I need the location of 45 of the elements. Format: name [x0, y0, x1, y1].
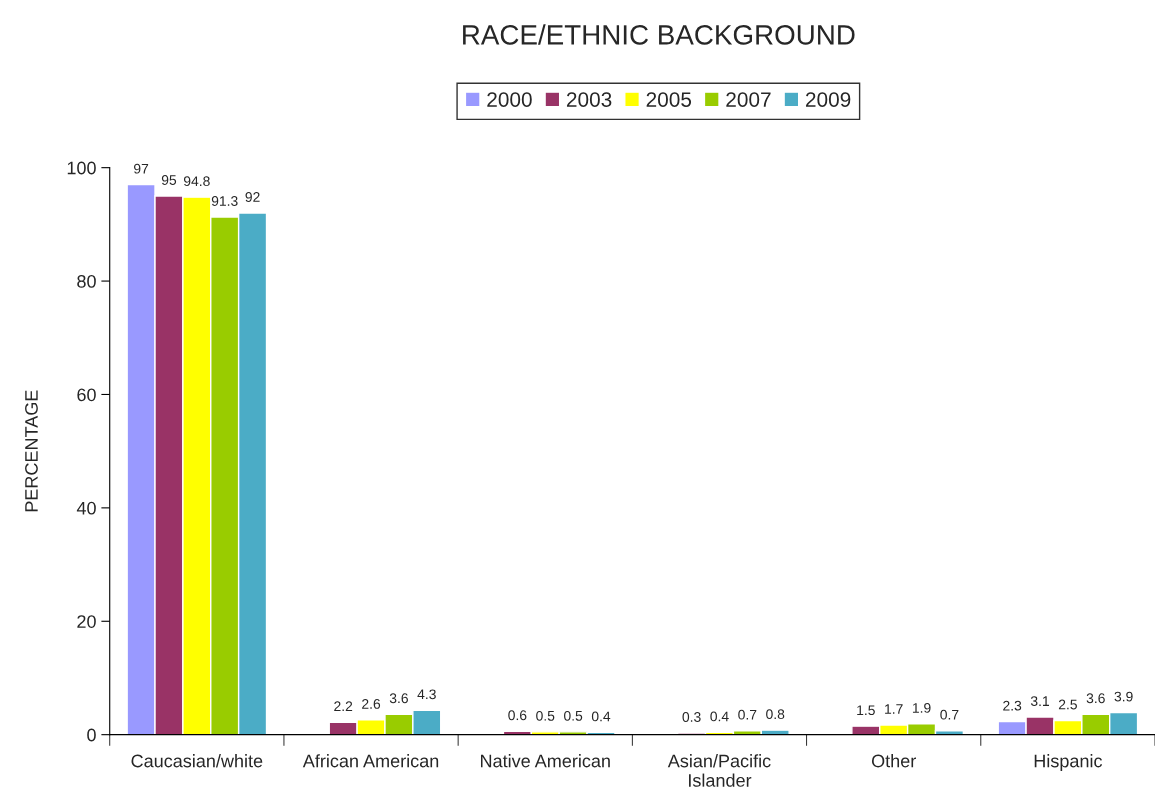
- x-tick-label: Native American: [481, 754, 610, 768]
- legend-label: 2003: [566, 92, 612, 107]
- data-label: 3.6: [389, 693, 408, 704]
- data-label: 0.5: [536, 710, 555, 721]
- legend-label: 2009: [805, 92, 851, 107]
- legend-label: 2005: [646, 92, 692, 107]
- data-label: 94.8: [183, 176, 210, 187]
- y-tick-label: 60: [77, 388, 96, 402]
- x-tick-label: Asian/Pacific Islander: [667, 754, 771, 787]
- data-label: 3.1: [1030, 696, 1049, 707]
- legend-label: 2000: [487, 92, 532, 107]
- data-label: 0.8: [766, 709, 785, 720]
- data-label: 4.3: [417, 689, 436, 700]
- data-label: 97: [134, 163, 149, 174]
- y-axis-title: PERCENTAGE: [25, 390, 38, 512]
- data-label: 3.9: [1114, 691, 1133, 702]
- data-label: 2.6: [362, 699, 381, 709]
- data-label: 0.4: [710, 711, 729, 722]
- data-label: 0.7: [940, 709, 959, 720]
- data-label: 0.4: [591, 711, 611, 722]
- data-label: 3.6: [1086, 693, 1105, 704]
- legend-label: 2007: [726, 92, 771, 107]
- x-tick-label: Other: [871, 754, 916, 768]
- data-label: 1.7: [885, 704, 903, 714]
- data-label: 2.5: [1058, 699, 1077, 710]
- y-tick-label: 40: [76, 501, 96, 515]
- data-label: 95: [161, 175, 177, 185]
- data-label: 91.3: [211, 196, 238, 206]
- x-tick-label: Caucasian/white: [131, 754, 263, 768]
- data-label: 0.3: [682, 712, 701, 722]
- x-tick-label: Hispanic: [1034, 754, 1103, 771]
- data-label: 92: [245, 192, 260, 202]
- y-tick-label: 100: [67, 161, 96, 175]
- y-tick-label: 20: [77, 615, 96, 628]
- x-tick-label: African American: [302, 754, 439, 768]
- data-label: 2.2: [334, 701, 353, 711]
- chart-title: RACE/ETHNIC BACKGROUND: [463, 24, 855, 45]
- y-tick-label: 0: [87, 728, 96, 742]
- data-label: 2.3: [1003, 700, 1022, 711]
- data-label: 0.6: [508, 710, 527, 721]
- data-label: 1.9: [912, 702, 931, 713]
- data-label: 0.5: [564, 710, 583, 721]
- data-label: 0.7: [738, 709, 757, 720]
- data-label: 1.5: [857, 705, 875, 716]
- y-tick-label: 80: [77, 275, 96, 288]
